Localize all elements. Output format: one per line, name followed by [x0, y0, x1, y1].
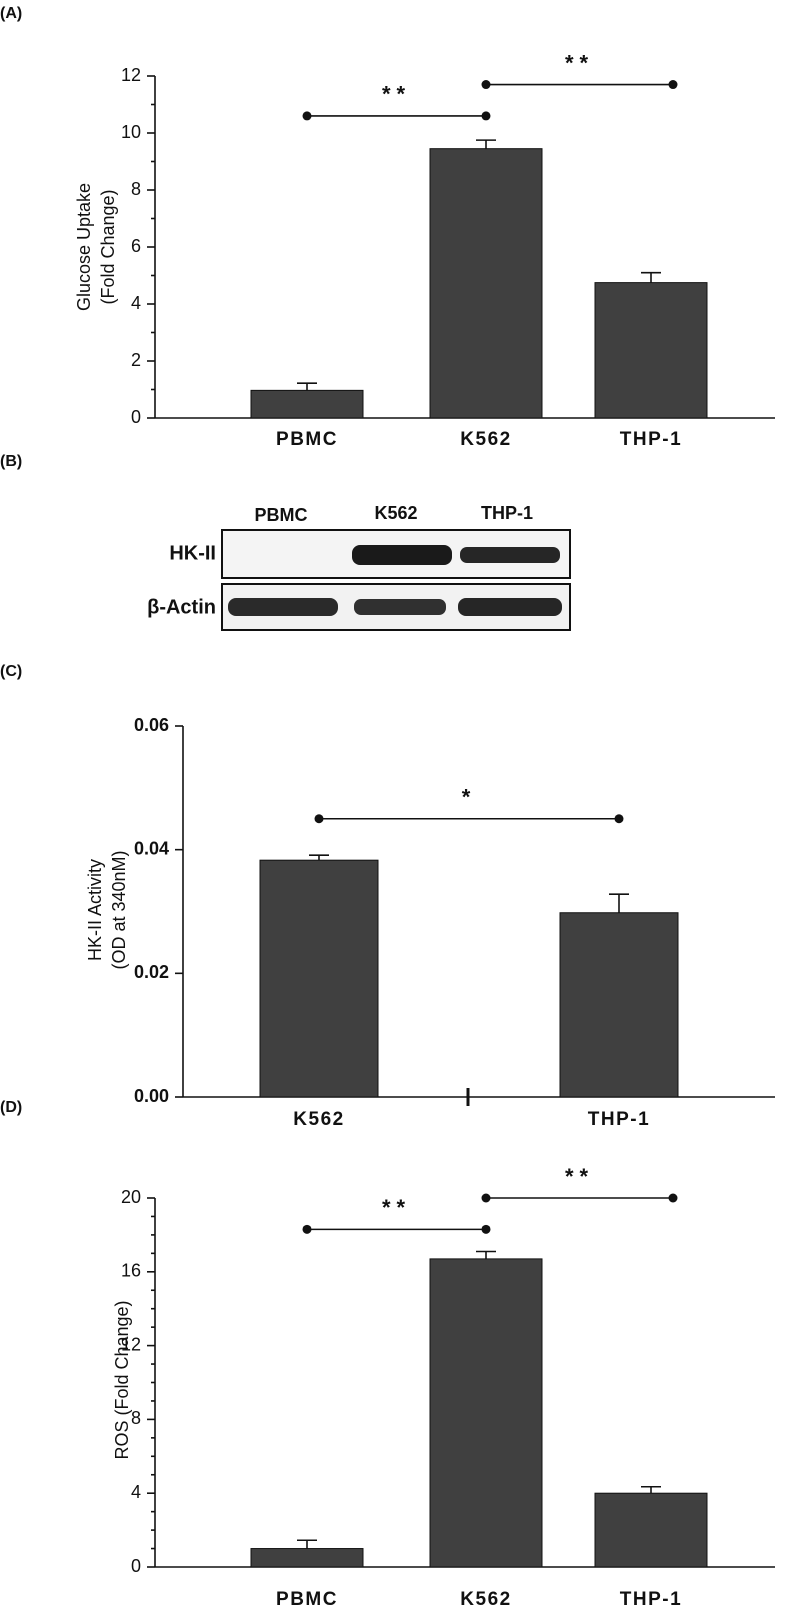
significance-dot — [302, 111, 312, 121]
bar — [250, 1548, 364, 1568]
panel-label: (A) — [0, 5, 22, 22]
significance-label: ** — [565, 50, 594, 75]
y-tick-label: 0.02 — [134, 962, 169, 982]
blot-column-label: THP-1 — [481, 503, 533, 523]
y-tick-label: 0.04 — [134, 838, 169, 858]
x-tick-label: THP-1 — [588, 1109, 650, 1130]
bar — [259, 859, 379, 1098]
panel-label: (D) — [0, 1099, 22, 1116]
significance-dot — [481, 80, 491, 90]
panel-label: (B) — [0, 453, 22, 470]
blot-image — [221, 529, 571, 631]
x-tick-label: K562 — [293, 1109, 344, 1130]
bar — [429, 1258, 543, 1568]
blot-column-label: PBMC — [255, 505, 308, 525]
bar — [429, 148, 543, 419]
significance-label: ** — [382, 82, 411, 107]
y-tick-label: 8 — [131, 1408, 141, 1428]
y-tick-label: 16 — [121, 1261, 141, 1281]
x-tick-label: K562 — [460, 429, 511, 450]
y-tick-label: 0.00 — [134, 1086, 169, 1106]
y-tick-label: 0 — [131, 1556, 141, 1576]
bar — [250, 389, 364, 419]
y-axis-label: ROS (Fold Change) — [112, 1300, 132, 1459]
significance-dot — [481, 1193, 491, 1203]
y-tick-label: 0 — [131, 407, 141, 427]
y-tick-label: 0.06 — [134, 715, 169, 735]
y-tick-label: 6 — [131, 236, 141, 256]
significance-dot — [614, 814, 624, 824]
y-tick-label: 2 — [131, 350, 141, 370]
significance-dot — [302, 1224, 312, 1234]
significance-label: ** — [565, 1164, 594, 1189]
significance-dot — [668, 80, 678, 90]
x-tick-label: PBMC — [276, 1589, 338, 1610]
y-axis-label: (OD at 340nM) — [109, 850, 129, 969]
y-tick-label: 4 — [131, 293, 141, 313]
significance-dot — [481, 1224, 491, 1234]
bar — [559, 912, 679, 1098]
blot-row-label: HK-II — [169, 542, 216, 564]
significance-label: * — [462, 785, 477, 810]
x-tick-label: THP-1 — [620, 429, 682, 450]
blot-column-label: K562 — [374, 503, 417, 523]
significance-label: ** — [382, 1195, 411, 1220]
y-tick-label: 8 — [131, 179, 141, 199]
bar — [594, 1492, 708, 1568]
x-tick-label: K562 — [460, 1589, 511, 1610]
blot-row-label: β-Actin — [147, 596, 216, 618]
y-tick-label: 4 — [131, 1482, 141, 1502]
x-tick-label: PBMC — [276, 429, 338, 450]
y-tick-label: 10 — [121, 122, 141, 142]
significance-dot — [668, 1193, 678, 1203]
y-axis-label: (Fold Change) — [98, 189, 118, 304]
significance-dot — [314, 814, 324, 824]
x-tick-label: THP-1 — [620, 1589, 682, 1610]
y-tick-label: 20 — [121, 1187, 141, 1207]
significance-dot — [481, 111, 491, 121]
panel-label: (C) — [0, 663, 22, 680]
y-tick-label: 12 — [121, 1334, 141, 1354]
bar — [594, 282, 708, 419]
y-axis-label: Glucose Uptake — [74, 183, 94, 311]
y-tick-label: 12 — [121, 65, 141, 85]
y-axis-label: HK-II Activity — [85, 859, 105, 961]
